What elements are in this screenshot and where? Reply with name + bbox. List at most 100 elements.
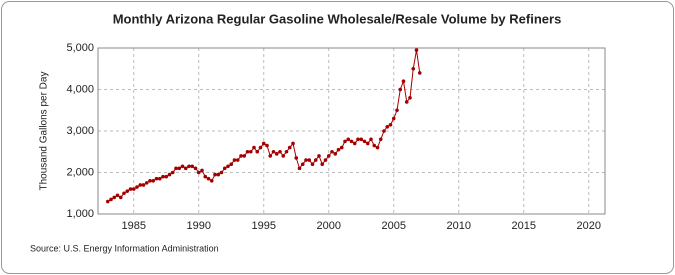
data-point [180,164,185,169]
data-point [408,96,412,100]
x-tick-label: 2005 [382,220,406,232]
x-tick-label: 2015 [512,220,536,232]
x-tick-label: 1985 [122,220,146,232]
data-point [112,195,117,200]
data-point [187,164,191,169]
data-point [330,149,334,154]
data-point [339,145,344,150]
x-tick-label: 2000 [317,220,341,232]
data-point [148,179,152,183]
data-point [226,164,230,169]
data-point [304,158,308,162]
data-point [105,199,110,204]
data-point [385,125,390,129]
data-point [232,158,237,162]
data-point [109,197,113,202]
data-point [343,139,347,144]
data-point [177,166,182,171]
data-point [375,145,380,150]
data-point [320,162,325,166]
data-point [174,166,178,171]
y-tick-label: 4,000 [66,83,94,95]
data-point [141,183,146,187]
data-point [245,149,250,154]
data-point [131,187,136,191]
data-point [414,48,419,52]
data-point [151,179,156,183]
data-point [395,108,399,113]
data-point [125,189,130,193]
data-point [307,158,312,162]
data-point [326,154,331,158]
chart-title: Monthly Arizona Regular Gasoline Wholesa… [113,11,562,26]
data-point [268,154,273,158]
data-point [382,129,386,133]
data-point [190,164,195,169]
data-point [229,162,234,166]
data-point [297,166,302,171]
data-point [372,143,377,148]
data-point [300,162,305,166]
data-point [209,179,214,183]
data-point [255,149,260,154]
data-point [122,191,126,196]
data-point [310,162,315,166]
data-point [242,154,247,158]
data-point [239,154,243,158]
data-point [417,71,422,75]
data-point [128,187,133,191]
data-point [115,193,120,198]
data-point [135,185,139,189]
data-point [278,149,282,154]
data-point [248,149,253,154]
data-point [378,137,383,142]
data-point [144,181,149,185]
data-point [365,141,370,146]
data-point [313,158,318,162]
data-point [411,66,416,71]
data-point [164,174,169,179]
plot-border [97,47,606,215]
data-point [391,116,396,121]
data-point [356,137,360,142]
data-point [183,166,188,171]
data-point [235,158,240,162]
data-point [388,122,393,127]
data-point [362,139,367,144]
data-point [170,170,175,175]
data-point [401,79,406,83]
y-axis-label: Thousand Gallons per Day [39,72,50,191]
data-point [346,137,351,142]
y-tick-label: 5,000 [66,42,94,54]
y-tick-label: 2,000 [66,166,94,178]
data-point [333,152,338,156]
x-tick-label: 2020 [577,220,601,232]
data-point [281,154,286,158]
data-point [161,174,165,179]
data-point [323,158,328,162]
x-tick-label: 1995 [252,220,276,232]
data-point [216,172,221,177]
data-point [336,147,341,152]
data-point [294,156,299,160]
data-point [284,149,289,154]
data-point [349,139,354,144]
data-point [138,183,143,187]
x-tick-label: 2010 [447,220,471,232]
data-point [196,170,201,175]
data-point [291,141,295,146]
source-note: Source: U.S. Energy Information Administ… [30,243,219,253]
data-point [359,137,364,142]
data-point [154,176,159,181]
data-point [261,141,266,146]
y-tick-label: 1,000 [66,208,94,220]
data-point [287,145,292,150]
y-tick-label: 3,000 [66,125,94,137]
data-point [200,168,204,173]
data-point [193,166,198,171]
data-point [213,172,217,177]
data-point [317,154,321,158]
